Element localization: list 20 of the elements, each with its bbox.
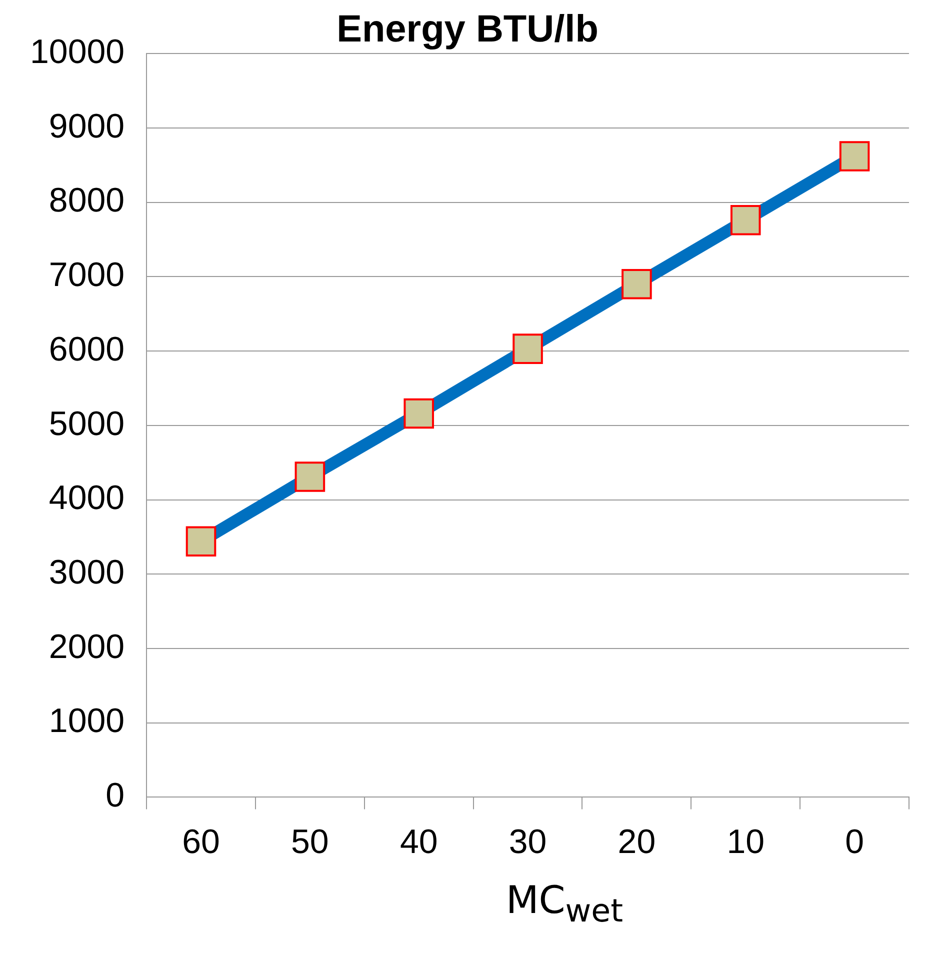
x-tick-label: 10 xyxy=(726,822,765,861)
x-tick-label: 40 xyxy=(400,822,438,861)
chart-title: Energy BTU/lb xyxy=(336,8,598,50)
y-tick-label: 8000 xyxy=(48,182,125,220)
y-tick-label: 5000 xyxy=(48,404,125,443)
x-tick-label: 50 xyxy=(291,822,329,861)
y-tick-label: 10000 xyxy=(30,32,125,71)
y-tick-label: 6000 xyxy=(48,330,125,368)
x-axis-title: MC$_{wet}$ xyxy=(504,878,624,930)
y-tick-label: 4000 xyxy=(48,479,125,518)
y-tick-label: 1000 xyxy=(48,702,125,740)
y-tick-label: 2000 xyxy=(48,628,125,666)
x-tick-label: 0 xyxy=(845,822,864,861)
y-tick-label: 0 xyxy=(106,776,125,815)
y-tick-label: 7000 xyxy=(48,256,125,294)
x-tick-label: 20 xyxy=(618,822,656,861)
x-tick-label: 60 xyxy=(182,822,220,861)
x-tick-label: 30 xyxy=(508,822,547,861)
y-tick-label: 3000 xyxy=(48,553,125,592)
y-tick-label: 9000 xyxy=(48,107,125,146)
